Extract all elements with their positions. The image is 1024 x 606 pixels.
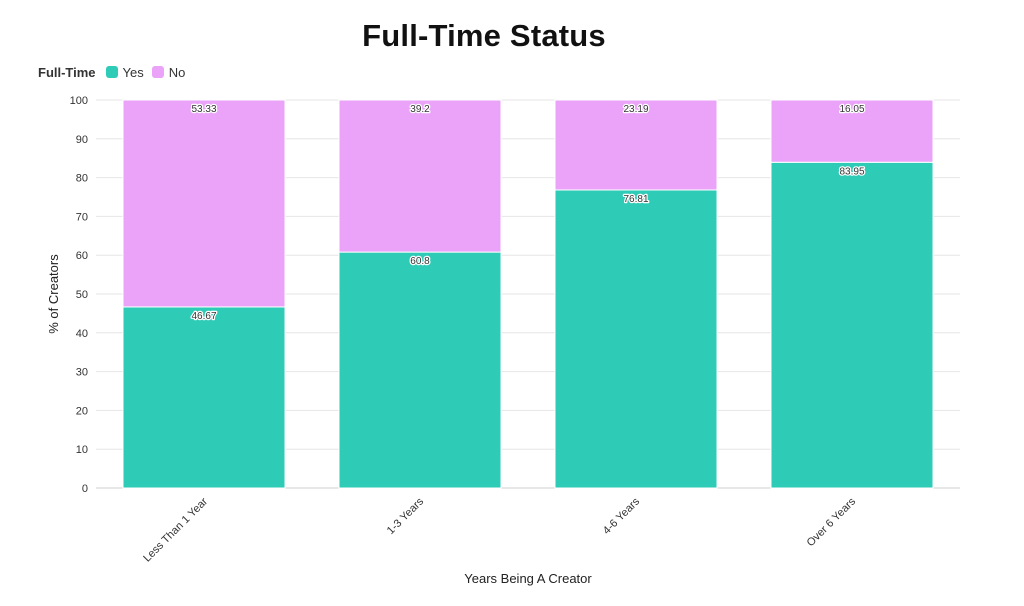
x-tick-label: Less Than 1 Year — [141, 495, 210, 564]
y-tick-label: 70 — [76, 211, 88, 223]
y-tick-label: 40 — [76, 328, 88, 340]
x-axis: Less Than 1 Year 1-3 Years 4-6 Years Over 6… — [141, 495, 858, 564]
data-label: 83.95 — [839, 166, 864, 177]
legend-title: Full-Time — [38, 64, 96, 80]
data-label: 46.67 — [191, 311, 216, 322]
x-tick-label: 1-3 Years — [385, 495, 427, 537]
data-label: 53.33 — [191, 104, 216, 115]
bar-no[interactable] — [770, 99, 934, 163]
x-axis-title: Years Being A Creator — [464, 571, 592, 586]
y-tick-label: 20 — [76, 405, 88, 417]
legend-swatch-no — [151, 66, 164, 78]
y-axis: 0 10 20 30 40 50 60 70 80 90 100 — [70, 95, 88, 495]
y-axis-title: % of Creators — [46, 254, 61, 334]
data-label: 76.81 — [623, 194, 648, 205]
data-labels: 46.67 53.33 60.8 39.2 76.81 23.19 83.95 16.05 — [190, 103, 866, 323]
bar-yes[interactable] — [770, 161, 934, 489]
y-tick-label: 90 — [76, 134, 88, 146]
legend-label-yes: Yes — [122, 64, 144, 80]
bar-yes[interactable] — [122, 306, 286, 489]
chart-title: Full-Time Status — [362, 18, 606, 53]
y-tick-label: 30 — [76, 367, 88, 379]
y-tick-label: 80 — [76, 173, 88, 185]
y-tick-label: 10 — [76, 444, 88, 456]
legend-label-no: No — [168, 64, 186, 80]
data-label: 60.8 — [410, 256, 430, 267]
data-label: 39.2 — [410, 104, 430, 115]
bar-no[interactable] — [122, 99, 286, 308]
y-tick-label: 100 — [70, 95, 88, 107]
legend: Full-Time Yes No — [38, 63, 193, 81]
bar-yes[interactable] — [554, 189, 718, 489]
x-tick-label: Over 6 Years — [805, 495, 859, 549]
bar-yes[interactable] — [338, 251, 502, 489]
legend-swatch-yes — [105, 66, 118, 78]
bar-no[interactable] — [338, 99, 502, 253]
data-label: 16.05 — [839, 104, 864, 115]
x-tick-label: 4-6 Years — [601, 495, 643, 537]
bar-no[interactable] — [554, 99, 718, 191]
y-tick-label: 60 — [76, 250, 88, 262]
bars — [122, 99, 934, 489]
y-tick-label: 50 — [76, 289, 88, 301]
legend-item-yes[interactable]: Yes — [105, 64, 144, 80]
y-tick-label: 0 — [82, 483, 88, 495]
data-label: 23.19 — [623, 104, 648, 115]
legend-item-no[interactable]: No — [151, 64, 186, 80]
